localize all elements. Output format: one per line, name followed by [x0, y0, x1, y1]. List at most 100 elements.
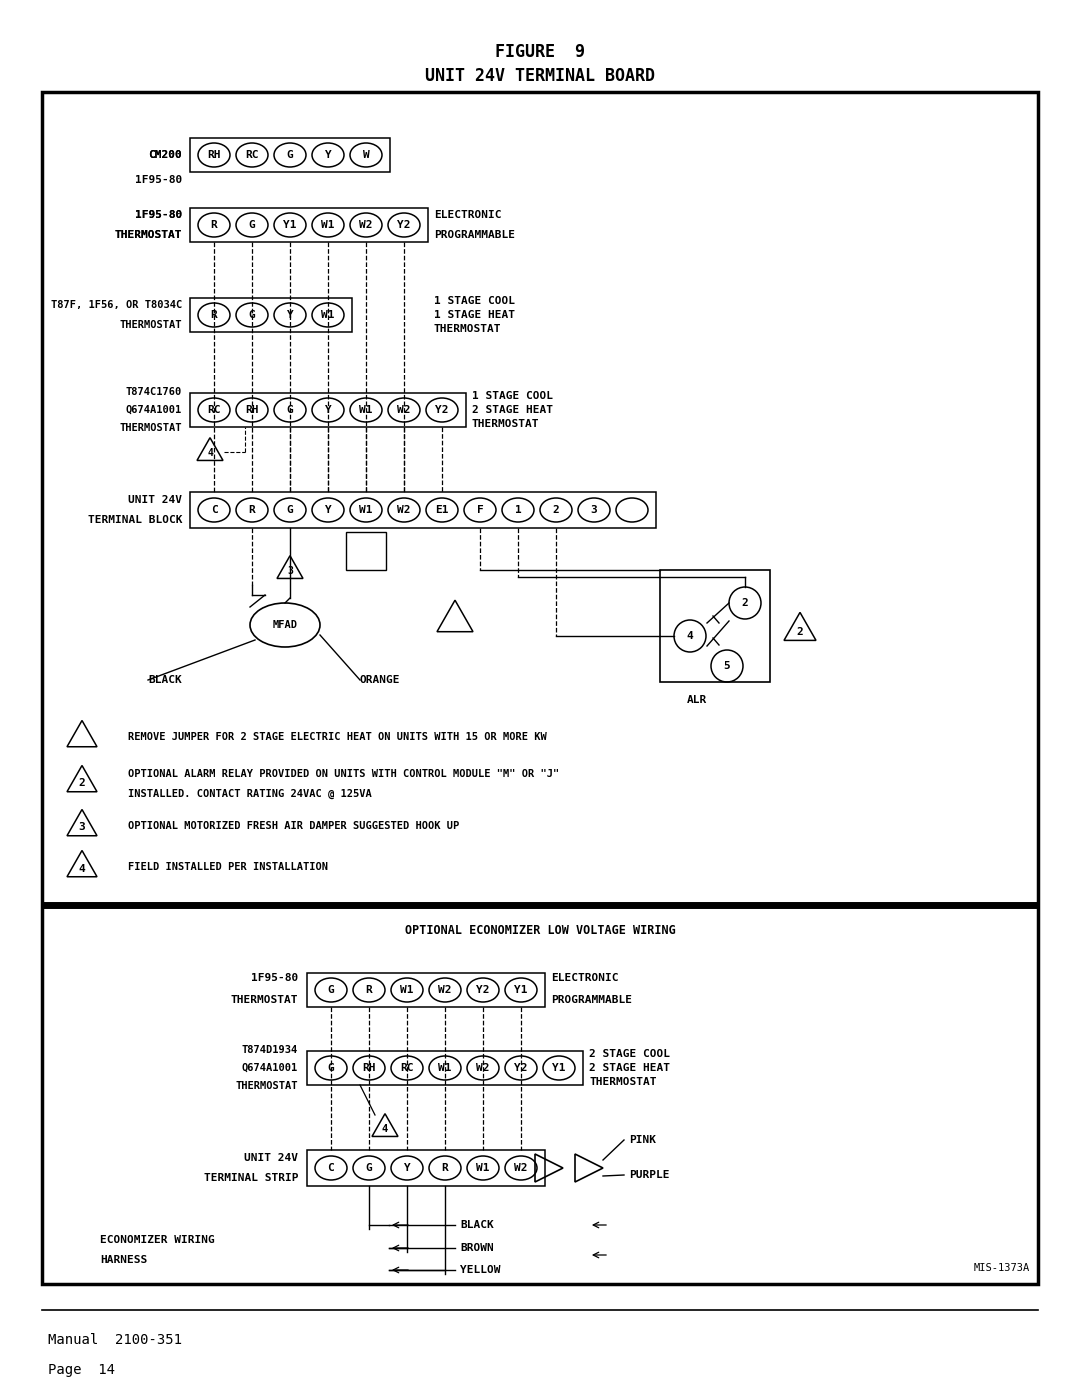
Bar	[190, 298, 352, 332]
Text: 5: 5	[724, 661, 730, 671]
Text: Y: Y	[325, 149, 332, 161]
Text: RH: RH	[245, 405, 259, 415]
Text: RC: RC	[401, 1063, 414, 1073]
Text: 1F95-80: 1F95-80	[135, 210, 183, 219]
Text: F: F	[476, 504, 484, 515]
Bar	[42, 92, 1038, 1284]
Text: R: R	[366, 985, 373, 995]
Text: W2: W2	[514, 1162, 528, 1173]
Text: W2: W2	[360, 219, 373, 231]
Text: G: G	[286, 504, 294, 515]
Text: 2: 2	[742, 598, 748, 608]
Text: R: R	[442, 1162, 448, 1173]
Text: PROGRAMMABLE: PROGRAMMABLE	[551, 995, 632, 1004]
Text: Manual  2100-351: Manual 2100-351	[48, 1333, 183, 1347]
Text: PINK: PINK	[629, 1134, 656, 1146]
Text: OPTIONAL ALARM RELAY PROVIDED ON UNITS WITH CONTROL MODULE "M" OR "J": OPTIONAL ALARM RELAY PROVIDED ON UNITS W…	[129, 768, 559, 780]
Text: Y: Y	[325, 405, 332, 415]
Text: 1F95-80: 1F95-80	[135, 175, 183, 184]
Text: 1: 1	[515, 504, 522, 515]
Text: W1: W1	[321, 310, 335, 320]
Text: THERMOSTAT: THERMOSTAT	[120, 423, 183, 433]
Text: 2: 2	[79, 778, 85, 788]
Text: W2: W2	[476, 1063, 489, 1073]
Text: PROGRAMMABLE: PROGRAMMABLE	[434, 231, 515, 240]
Text: R: R	[248, 504, 255, 515]
Text: RH: RH	[207, 149, 220, 161]
Text: 4: 4	[687, 631, 693, 641]
Text: YELLOW: YELLOW	[460, 1266, 500, 1275]
Text: W1: W1	[401, 985, 414, 995]
Text: REMOVE JUMPER FOR 2 STAGE ELECTRIC HEAT ON UNITS WITH 15 OR MORE KW: REMOVE JUMPER FOR 2 STAGE ELECTRIC HEAT …	[129, 732, 546, 742]
Text: G: G	[248, 310, 255, 320]
Text: R: R	[211, 310, 217, 320]
Text: W1: W1	[360, 405, 373, 415]
Text: 1 STAGE COOL: 1 STAGE COOL	[434, 296, 515, 306]
Text: 4: 4	[79, 863, 85, 873]
Text: Q674A1001: Q674A1001	[125, 405, 183, 415]
Text: THERMOSTAT: THERMOSTAT	[589, 1077, 657, 1087]
Text: UNIT 24V: UNIT 24V	[129, 495, 183, 504]
Text: THERMOSTAT: THERMOSTAT	[235, 1081, 298, 1091]
Text: G: G	[248, 219, 255, 231]
Text: W1: W1	[438, 1063, 451, 1073]
Text: E1: E1	[435, 504, 449, 515]
Text: BLACK: BLACK	[460, 1220, 494, 1229]
Text: W1: W1	[360, 504, 373, 515]
Text: W1: W1	[321, 219, 335, 231]
Text: THERMOSTAT: THERMOSTAT	[472, 419, 540, 429]
Text: G: G	[327, 985, 335, 995]
Bar	[307, 972, 545, 1007]
Bar	[307, 1051, 583, 1085]
Text: R: R	[211, 219, 217, 231]
Text: THERMOSTAT: THERMOSTAT	[114, 231, 183, 240]
Text: 4: 4	[382, 1125, 388, 1134]
Text: 1F95-80: 1F95-80	[251, 972, 298, 983]
Text: ELECTRONIC: ELECTRONIC	[551, 972, 619, 983]
Text: 2 STAGE HEAT: 2 STAGE HEAT	[472, 405, 553, 415]
Text: W1: W1	[476, 1162, 489, 1173]
Text: Y2: Y2	[514, 1063, 528, 1073]
Text: Y2: Y2	[435, 405, 449, 415]
Text: UNIT 24V TERMINAL BOARD: UNIT 24V TERMINAL BOARD	[426, 67, 654, 85]
Text: 2 STAGE HEAT: 2 STAGE HEAT	[589, 1063, 670, 1073]
Text: W2: W2	[397, 405, 410, 415]
Text: FIELD INSTALLED PER INSTALLATION: FIELD INSTALLED PER INSTALLATION	[129, 862, 328, 872]
Text: G: G	[327, 1063, 335, 1073]
Text: PURPLE: PURPLE	[629, 1171, 670, 1180]
Text: C: C	[327, 1162, 335, 1173]
Text: 4: 4	[207, 448, 213, 458]
Text: 1 STAGE HEAT: 1 STAGE HEAT	[434, 310, 515, 320]
Bar	[307, 1150, 545, 1186]
Text: FIGURE  9: FIGURE 9	[495, 43, 585, 61]
Text: THERMOSTAT: THERMOSTAT	[120, 320, 183, 330]
Text: TERMINAL STRIP: TERMINAL STRIP	[203, 1173, 298, 1183]
Text: CM200: CM200	[148, 149, 183, 161]
Text: 3: 3	[591, 504, 597, 515]
Text: T874C1760: T874C1760	[125, 387, 183, 397]
Text: 1F95-80: 1F95-80	[135, 210, 183, 219]
Text: T874D1934: T874D1934	[242, 1045, 298, 1055]
Text: W2: W2	[397, 504, 410, 515]
Text: THERMOSTAT: THERMOSTAT	[434, 324, 501, 334]
Text: 2: 2	[553, 504, 559, 515]
Text: ORANGE: ORANGE	[360, 675, 401, 685]
Text: INSTALLED. CONTACT RATING 24VAC @ 125VA: INSTALLED. CONTACT RATING 24VAC @ 125VA	[129, 789, 372, 799]
Text: OPTIONAL MOTORIZED FRESH AIR DAMPER SUGGESTED HOOK UP: OPTIONAL MOTORIZED FRESH AIR DAMPER SUGG…	[129, 821, 459, 831]
Text: RH: RH	[362, 1063, 376, 1073]
Text: Page  14: Page 14	[48, 1363, 114, 1377]
Text: T87F, 1F56, OR T8034C: T87F, 1F56, OR T8034C	[51, 300, 183, 310]
Text: RC: RC	[207, 405, 220, 415]
Text: TERMINAL BLOCK: TERMINAL BLOCK	[87, 515, 183, 525]
Text: MIS-1373A: MIS-1373A	[974, 1263, 1030, 1273]
Text: 3: 3	[287, 566, 293, 577]
Text: Y1: Y1	[552, 1063, 566, 1073]
Text: W2: W2	[438, 985, 451, 995]
Bar	[190, 138, 390, 172]
Text: Q674A1001: Q674A1001	[242, 1063, 298, 1073]
Bar	[190, 492, 656, 528]
Text: 2 STAGE COOL: 2 STAGE COOL	[589, 1049, 670, 1059]
Text: G: G	[286, 405, 294, 415]
Text: BROWN: BROWN	[460, 1243, 494, 1253]
Text: THERMOSTAT: THERMOSTAT	[114, 231, 183, 240]
